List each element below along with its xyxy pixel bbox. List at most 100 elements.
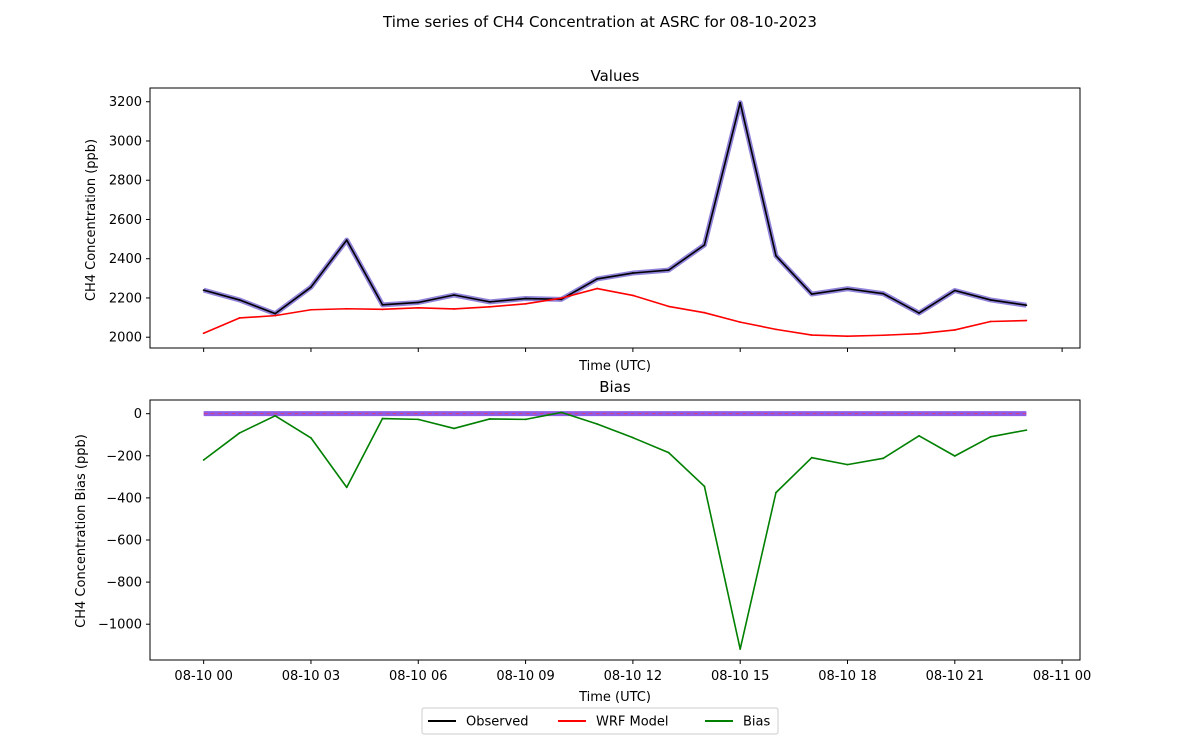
data-point-bias [488, 418, 491, 420]
values-panel: Values Time (UTC) CH4 Concentration (ppb… [84, 67, 1081, 374]
data-point-bias [596, 423, 599, 425]
data-point-model [202, 332, 205, 335]
values-plot-area: 2000 2200 2400 2600 2800 3000 3200 [109, 95, 1063, 352]
data-point-model [381, 308, 384, 311]
bias-plot-area: 08-10 00 08-10 03 08-10 06 08-10 09 08-10 12… [98, 407, 1091, 684]
values-panel-title: Values [590, 67, 639, 85]
legend-label-observed: Observed [466, 715, 529, 730]
legend: Observed WRF Model Bias [421, 707, 779, 735]
data-point-bias [810, 456, 813, 459]
data-point-model [1025, 319, 1028, 322]
bias-panel-title: Bias [599, 378, 631, 396]
data-point-model [810, 334, 813, 336]
bias-x-tick-label: 08-10 09 [496, 669, 554, 684]
data-point-observed [918, 312, 920, 314]
bias-y-tick-label: −200 [106, 449, 142, 464]
data-point-bias [274, 414, 277, 417]
data-point-bias [560, 411, 563, 414]
bias-x-tick-label: 08-10 18 [818, 669, 876, 684]
data-point-observed [1025, 304, 1028, 307]
data-point-bias [989, 435, 992, 438]
data-point-observed [345, 239, 348, 241]
bias-y-tick-label: −800 [106, 576, 142, 591]
data-point-model [238, 317, 241, 319]
data-point-observed [238, 299, 241, 301]
data-point-bias [238, 432, 241, 434]
data-point-observed [846, 287, 849, 290]
values-y-axis-label: CH4 Concentration (ppb) [84, 139, 99, 301]
data-point-observed [524, 297, 527, 300]
data-point-bias [846, 463, 849, 466]
bias-x-tick-label: 08-10 00 [174, 669, 232, 684]
legend-label-model: WRF Model [596, 715, 669, 730]
legend-label-bias: Bias [743, 715, 770, 730]
data-point-model [524, 302, 527, 305]
bias-y-axis-label: CH4 Concentration Bias (ppb) [74, 434, 89, 628]
data-point-bias [202, 459, 205, 461]
series-line-bias [203, 411, 1027, 650]
data-point-model [953, 329, 956, 331]
values-y-tick-label: 2000 [109, 331, 142, 346]
data-point-model [417, 306, 420, 309]
data-point-observed [739, 101, 742, 104]
data-point-bias [739, 648, 742, 650]
data-point-bias [310, 436, 312, 439]
data-point-model [918, 332, 920, 335]
data-point-bias [953, 455, 956, 457]
data-point-bias [775, 491, 777, 494]
values-y-tick-label: 2600 [109, 213, 142, 228]
series-line-observed [203, 101, 1027, 315]
data-point-bias [1025, 429, 1028, 432]
data-point-model [596, 287, 599, 290]
values-x-axis-label: Time (UTC) [578, 359, 651, 374]
data-point-bias [667, 451, 670, 454]
data-point-observed [953, 289, 956, 292]
data-point-observed [453, 294, 455, 296]
data-point-observed [631, 272, 634, 274]
legend-box [421, 707, 779, 735]
data-point-bias [631, 436, 634, 439]
data-point-model [882, 334, 885, 337]
data-point-observed [202, 289, 205, 292]
data-point-bias [381, 417, 384, 420]
data-point-observed [989, 299, 992, 301]
values-y-tick-label: 3200 [109, 95, 142, 110]
observed-uncertainty-band [202, 100, 1027, 317]
data-point-bias [703, 485, 706, 488]
bias-x-tick-label: 08-11 00 [1033, 669, 1091, 684]
bias-y-tick-label: −1000 [98, 618, 142, 633]
series-line-model [203, 287, 1027, 338]
bias-x-tick-label: 08-10 15 [711, 669, 769, 684]
bias-y-tick-label: −600 [106, 534, 142, 549]
data-point-bias [417, 418, 420, 421]
data-point-model [703, 311, 706, 314]
bias-x-axis-label: Time (UTC) [578, 690, 651, 705]
data-point-observed [381, 303, 384, 306]
data-point-model [488, 305, 491, 308]
data-point-bias [882, 457, 885, 460]
bias-panel: Bias Time (UTC) CH4 Concentration Bias (… [74, 378, 1091, 705]
bias-x-tick-label: 08-10 03 [282, 669, 340, 684]
data-point-observed [417, 301, 420, 304]
values-y-tick-label: 3000 [109, 134, 142, 149]
data-point-observed [310, 286, 312, 289]
values-y-tick-label: 2800 [109, 174, 142, 189]
data-point-model [560, 297, 563, 300]
values-axes-frame [149, 87, 1081, 349]
data-point-observed [775, 254, 777, 257]
figure-title: Time series of CH4 Concentration at ASRC… [382, 13, 817, 31]
bias-x-tick-label: 08-10 12 [604, 669, 662, 684]
bias-y-tick-label: 0 [134, 407, 142, 422]
data-point-model [631, 294, 634, 297]
data-point-observed [488, 300, 491, 303]
data-point-bias [524, 418, 527, 421]
data-point-model [846, 335, 849, 338]
bias-x-tick-label: 08-10 21 [926, 669, 984, 684]
data-point-bias [918, 434, 920, 437]
bias-x-tick-label: 08-10 06 [389, 669, 447, 684]
bias-y-tick-label: −400 [106, 491, 142, 506]
data-point-observed [596, 278, 599, 280]
values-y-tick-label: 2400 [109, 252, 142, 267]
data-point-observed [703, 244, 706, 246]
data-point-model [453, 308, 455, 310]
